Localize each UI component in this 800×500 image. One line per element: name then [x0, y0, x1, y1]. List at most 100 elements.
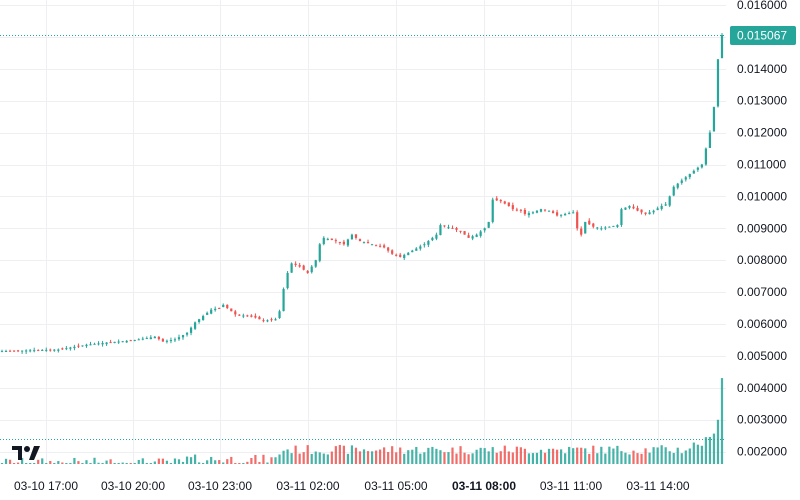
candle-body — [93, 343, 96, 345]
volume-bar — [439, 450, 442, 464]
candle-body — [81, 345, 84, 347]
candle-body — [33, 350, 36, 352]
volume-bar — [370, 451, 374, 464]
candle-body — [664, 204, 667, 206]
candle-body — [431, 237, 434, 241]
candle-body — [117, 341, 120, 343]
volume-bar — [278, 454, 281, 464]
candle-body — [222, 304, 225, 308]
volume-bar — [322, 453, 325, 464]
candle-body — [652, 210, 655, 213]
candle-body — [330, 238, 333, 240]
volume-bar — [539, 449, 543, 464]
volume-bar — [338, 444, 341, 464]
candle-body — [596, 227, 599, 229]
candle-body — [266, 320, 269, 322]
volume-bar — [692, 442, 695, 464]
candle-body — [322, 237, 325, 245]
candle-body — [515, 209, 518, 211]
x-axis: 03-10 17:00 03-10 20:00 03-10 23:00 03-11 0… — [14, 479, 690, 493]
volume-bar — [519, 447, 522, 464]
candle-body — [712, 107, 716, 132]
volume-bar — [576, 447, 579, 464]
volume-bar — [258, 462, 261, 464]
volume-bar — [366, 451, 370, 464]
candle-body — [688, 174, 691, 178]
volume-bar — [708, 436, 712, 464]
candle-body — [568, 213, 571, 215]
candle-body — [250, 315, 253, 317]
volume-bar — [471, 453, 474, 464]
volume-bar — [632, 450, 635, 464]
volume-bar — [16, 462, 20, 464]
volume-bar — [572, 448, 575, 464]
candle-body — [210, 309, 213, 314]
volume-bar — [306, 445, 309, 464]
volume-bar — [141, 458, 144, 464]
tradingview-logo-icon[interactable] — [10, 444, 44, 462]
volume-bar — [648, 452, 651, 464]
candle-body — [564, 213, 567, 216]
volume-bar — [680, 453, 683, 464]
candle-body — [572, 212, 575, 214]
candle-body — [395, 254, 398, 256]
volume-bar — [4, 458, 8, 464]
candle-body — [656, 208, 659, 210]
y-tick-label: 0.010000 — [737, 189, 787, 203]
volume-bar — [153, 461, 156, 464]
volume-bar — [592, 445, 595, 464]
volume-bar — [431, 446, 434, 464]
candle-body — [403, 254, 406, 259]
candle-body — [169, 340, 173, 342]
volume-bar — [600, 446, 603, 464]
candle-body — [157, 336, 160, 340]
volume-bar — [407, 450, 410, 464]
volume-bar — [169, 463, 173, 464]
candle-body — [338, 241, 341, 243]
volume-bar — [202, 463, 205, 464]
candle-body — [282, 288, 285, 312]
volume-bar — [334, 446, 337, 464]
chart-grid — [0, 0, 726, 464]
candle-body — [604, 227, 607, 229]
candle-body — [676, 183, 679, 188]
volume-bar — [157, 458, 160, 464]
x-tick-label: 03-11 02:00 — [276, 479, 339, 493]
volume-bar — [596, 453, 599, 464]
volume-bar — [189, 457, 193, 464]
volume-bar — [535, 452, 539, 464]
price-lines — [0, 35, 726, 440]
volume-bar — [427, 447, 430, 464]
volume-bar — [383, 447, 386, 464]
candle-body — [274, 319, 277, 321]
candle-body — [0, 351, 4, 353]
volume-bar — [210, 456, 213, 464]
volume-bar — [41, 458, 44, 464]
candle-body — [326, 238, 329, 240]
volume-bar — [238, 463, 241, 464]
volume-bar — [523, 448, 527, 464]
volume-bar — [636, 453, 639, 464]
candle-body — [73, 346, 76, 349]
candle-body — [439, 225, 442, 236]
candle-body — [632, 206, 635, 209]
volume-bar — [165, 460, 169, 464]
volume-bar — [133, 463, 136, 464]
candle-body — [21, 350, 24, 352]
candle-body — [358, 239, 362, 242]
candle-body — [290, 263, 293, 273]
volume-bar — [206, 460, 209, 464]
volume-bar — [218, 460, 221, 464]
volume-bar — [77, 461, 80, 464]
volume-bar — [378, 449, 382, 464]
candle-body — [16, 350, 20, 352]
volume-bar — [547, 448, 551, 464]
volume-bar — [149, 463, 152, 464]
candle-body — [197, 319, 201, 322]
candle-body — [49, 349, 52, 351]
volume-bar — [451, 447, 454, 464]
volume-bar — [616, 445, 619, 464]
candle-body — [374, 245, 378, 247]
volume-bar — [688, 448, 691, 464]
